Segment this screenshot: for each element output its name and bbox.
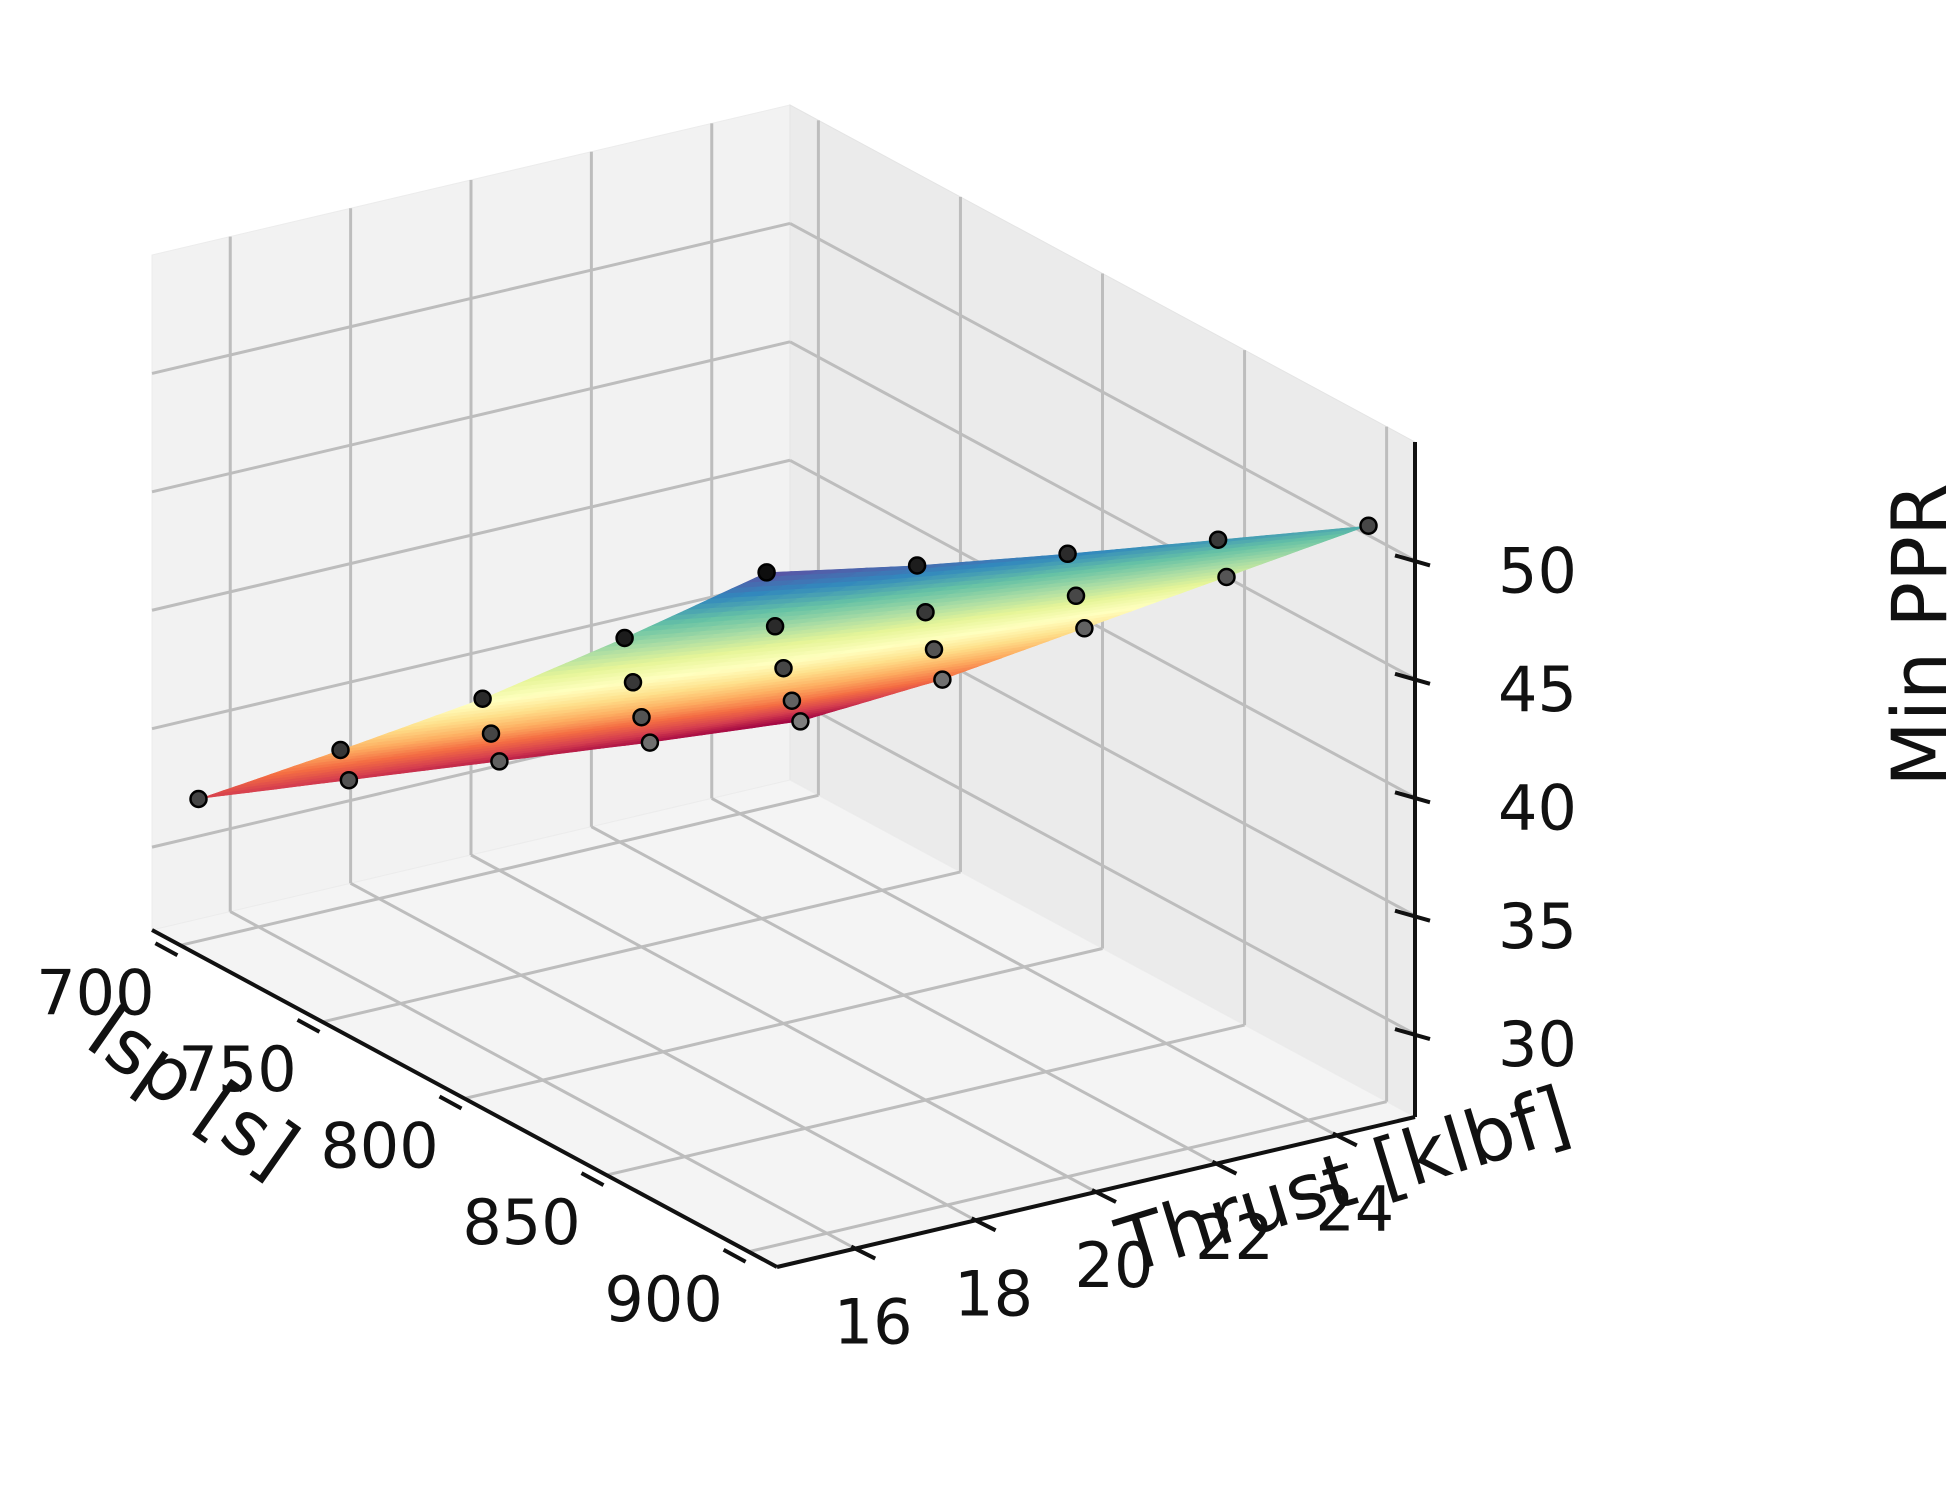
tick-label-thrust: 20 (1075, 1229, 1154, 1302)
tick-isp (154, 941, 179, 958)
tick-thrust (850, 1244, 877, 1261)
data-point (481, 724, 501, 743)
grid-line-thrust (711, 797, 1338, 1137)
tick-label-thrust: 18 (954, 1257, 1033, 1330)
grid-line-z (151, 221, 791, 375)
tick-label-z: 40 (1498, 771, 1577, 844)
data-point (774, 658, 793, 678)
tick-isp (722, 1247, 747, 1264)
data-point (1066, 586, 1086, 606)
tick-thrust (1211, 1159, 1238, 1176)
data-point (782, 691, 802, 710)
tick-label-z: 50 (1498, 534, 1577, 607)
grid-line-z (151, 340, 791, 494)
tick-z (1394, 671, 1431, 686)
ticks: 700 750 800 850 900 16 18 20 22 24 30 35 40 45 50 (36, 534, 1577, 1358)
tick-label-isp: 900 (604, 1263, 722, 1336)
data-point (916, 602, 935, 622)
tick-label-z: 30 (1498, 1008, 1577, 1081)
tick-label-thrust: 16 (834, 1286, 913, 1359)
tick-isp (580, 1171, 605, 1187)
data-point (1075, 619, 1094, 638)
data-point (757, 563, 776, 582)
grid-line-thrust (590, 825, 1218, 1166)
tick-thrust (1331, 1131, 1358, 1148)
data-point (1058, 544, 1077, 564)
tick-thrust (1091, 1188, 1117, 1204)
grid-line-thrust (229, 910, 856, 1250)
data-point (640, 733, 660, 752)
tick-label-thrust: 22 (1195, 1201, 1274, 1274)
data-point (765, 617, 785, 636)
tick-isp (296, 1018, 321, 1034)
data-point (1359, 516, 1378, 535)
data-point (189, 789, 208, 809)
isp-axis-line (151, 928, 778, 1269)
data-point (907, 556, 927, 575)
data-point (331, 740, 350, 760)
tick-thrust (970, 1216, 997, 1233)
grid-line-z (789, 222, 1416, 562)
grid-line-z (151, 458, 791, 612)
data-point (1217, 567, 1236, 587)
z-axis-label: Min PPR (1875, 483, 1954, 786)
grid-line-z (789, 458, 1416, 799)
tick-z (1394, 908, 1431, 923)
data-point (490, 752, 509, 771)
tick-label-z: 45 (1498, 653, 1577, 726)
data-point (339, 770, 359, 790)
tick-isp (438, 1094, 463, 1111)
grid-line-z (789, 695, 1416, 1036)
tick-label-isp: 800 (320, 1110, 438, 1183)
grid-line-z (789, 340, 1416, 681)
tick-label-thrust: 24 (1315, 1172, 1394, 1245)
data-point (632, 707, 651, 727)
tick-z (1394, 553, 1431, 568)
data-point (924, 640, 944, 659)
data-point (615, 628, 634, 648)
data-point (933, 670, 952, 689)
grid-line-z (151, 577, 791, 731)
data-points (189, 516, 1378, 809)
data-point (1208, 530, 1228, 549)
tick-z (1394, 1027, 1431, 1042)
tick-z (1394, 790, 1431, 805)
data-point (473, 689, 492, 708)
tick-label-isp: 750 (178, 1033, 296, 1106)
tick-label-z: 35 (1498, 890, 1577, 963)
grid-line-thrust (470, 853, 1097, 1194)
tick-label-isp: 700 (36, 956, 154, 1029)
tick-label-isp: 850 (462, 1186, 580, 1259)
data-point (623, 673, 643, 692)
grid-line-thrust (349, 881, 977, 1222)
data-point (791, 712, 810, 731)
surface (198, 525, 1369, 799)
